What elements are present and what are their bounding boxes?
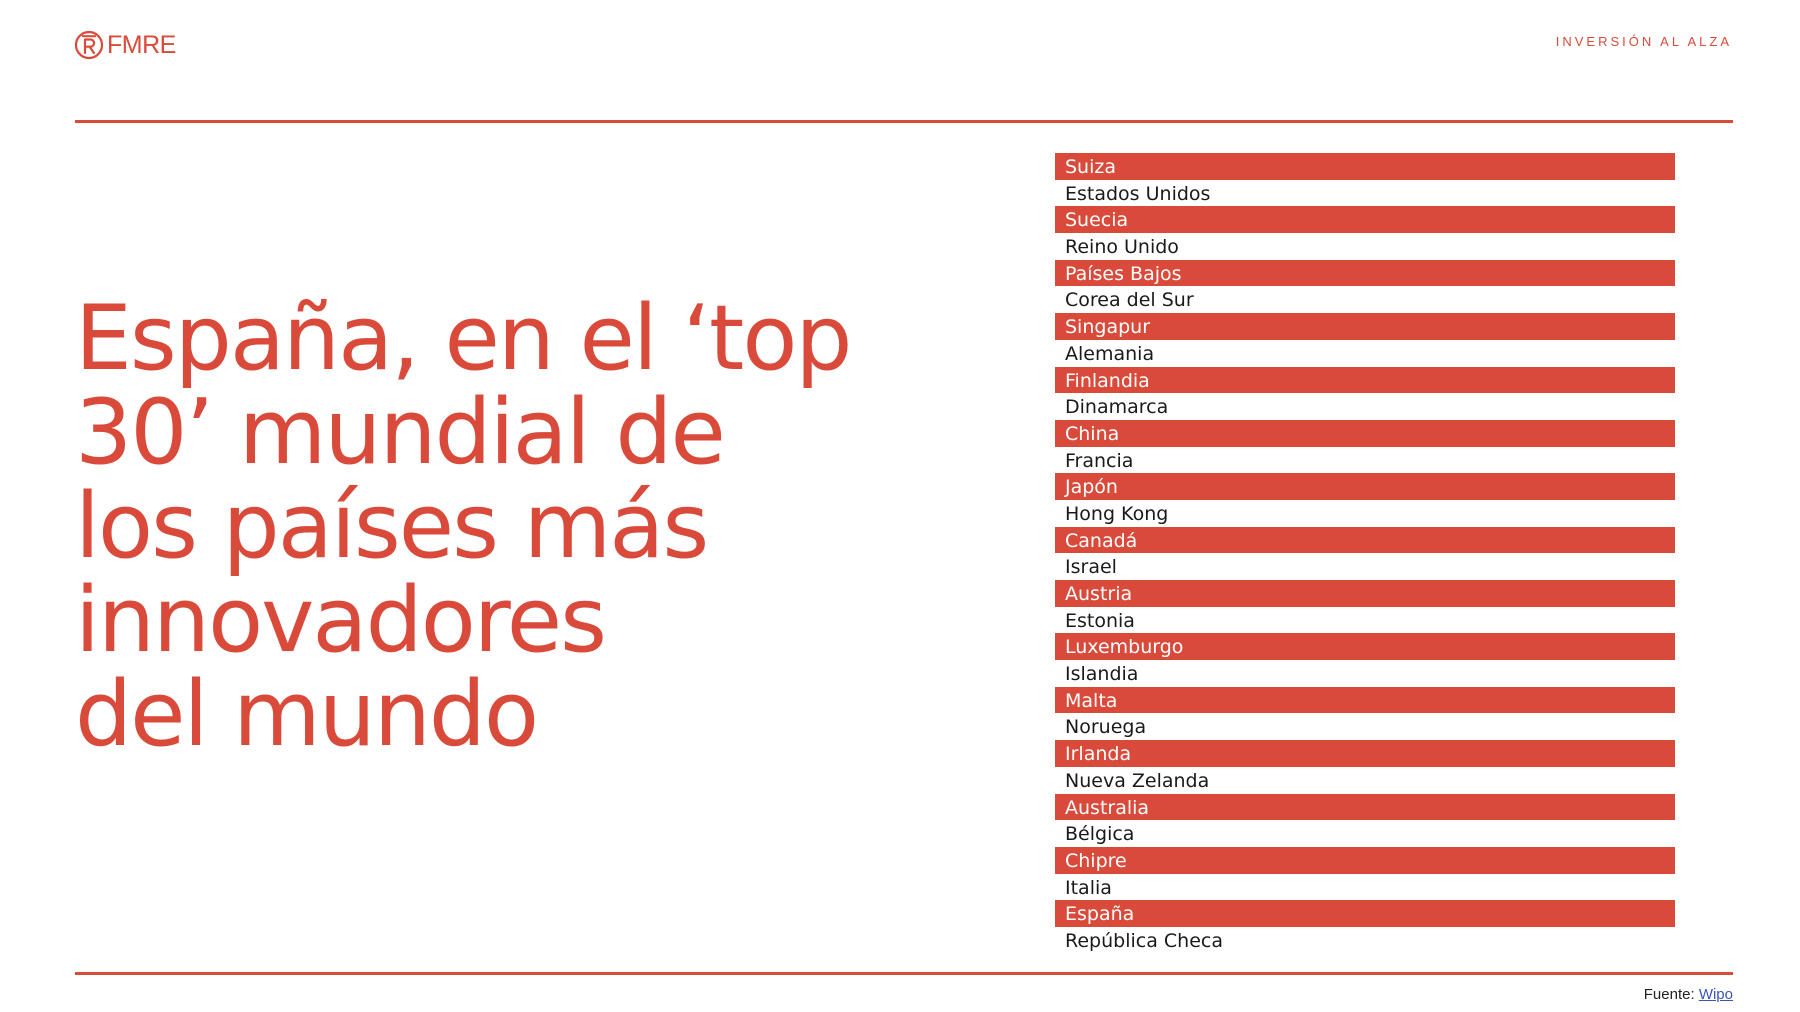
ranking-item: Chipre bbox=[1055, 846, 1675, 874]
brand-logo[interactable]: FMRE bbox=[74, 28, 176, 62]
ranking-item: Estonia bbox=[1065, 609, 1135, 632]
brand-name: FMRE bbox=[107, 31, 176, 59]
ranking-item: Luxemburgo bbox=[1055, 633, 1675, 661]
ranking-item: República Checa bbox=[1065, 929, 1223, 952]
ranking-item: Bélgica bbox=[1065, 823, 1135, 846]
source-label: Fuente: bbox=[1643, 986, 1699, 1003]
ranking-item: Suiza bbox=[1055, 153, 1675, 180]
ranking-item: Países Bajos bbox=[1055, 259, 1675, 287]
ranking-item: Estados Unidos bbox=[1065, 182, 1211, 205]
ranking-item: Singapur bbox=[1055, 313, 1675, 340]
ranking-item: China bbox=[1055, 419, 1675, 447]
ranking-item: España bbox=[1055, 900, 1675, 927]
ranking-item: Noruega bbox=[1065, 716, 1147, 739]
ranking-item: Francia bbox=[1065, 449, 1134, 472]
ranking-item: Nueva Zelanda bbox=[1065, 769, 1210, 792]
ranking-item: Reino Unido bbox=[1065, 236, 1179, 259]
section-label: INVERSIÓN AL ALZA bbox=[1555, 34, 1732, 49]
fmre-logo-icon bbox=[74, 30, 104, 60]
ranking-item: Israel bbox=[1065, 556, 1117, 579]
source-link[interactable]: Wipo bbox=[1698, 986, 1733, 1003]
ranking-item: Irlanda bbox=[1055, 740, 1675, 767]
ranking-item: Corea del Sur bbox=[1065, 289, 1194, 312]
ranking-item: Suecia bbox=[1055, 206, 1675, 234]
ranking-item: Alemania bbox=[1065, 342, 1155, 365]
ranking-item: Islandia bbox=[1065, 663, 1139, 686]
ranking-item: Hong Kong bbox=[1065, 502, 1169, 525]
top-divider bbox=[75, 120, 1733, 123]
innovation-ranking-list: Suiza Estados Unidos Suecia Reino Unido País… bbox=[1055, 153, 1675, 954]
ranking-item: Japón bbox=[1055, 473, 1675, 500]
page-title: España, en el ‘top 30’ mundial de los pa… bbox=[75, 286, 853, 767]
ranking-item: Austria bbox=[1055, 580, 1675, 607]
ranking-item: Italia bbox=[1065, 876, 1112, 899]
ranking-item: Malta bbox=[1055, 686, 1675, 714]
ranking-item: Finlandia bbox=[1055, 366, 1675, 394]
ranking-item: Dinamarca bbox=[1065, 396, 1169, 419]
ranking-item: Canadá bbox=[1055, 526, 1675, 554]
source-credit: Fuente: Wipo bbox=[1644, 986, 1733, 1003]
bottom-divider bbox=[75, 972, 1733, 975]
ranking-item: Australia bbox=[1055, 793, 1675, 821]
